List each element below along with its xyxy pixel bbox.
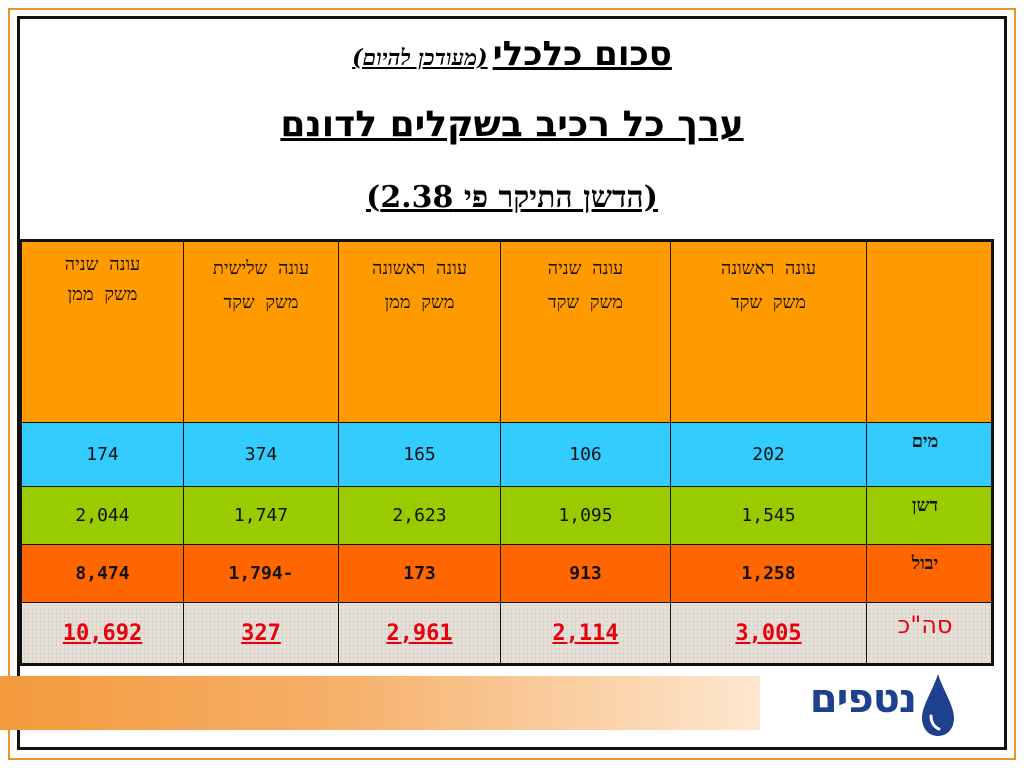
row-label: מים <box>866 422 993 487</box>
outer-frame <box>8 8 1016 760</box>
table-cell: 165 <box>338 422 501 487</box>
subtitle-value-per-dunam: ערך כל רכיב בשקלים לדונם <box>280 104 744 145</box>
table-cell: 174 <box>20 422 184 487</box>
subtitle-fertilizer-note: (הדשן התיקר פי 2.38) <box>366 180 658 215</box>
table-cell: 327 <box>183 602 339 665</box>
header-season: עונה ראשונה <box>371 258 468 279</box>
header-col: עונה שניה משק ממן <box>20 240 184 423</box>
inner-frame <box>17 16 1007 750</box>
table-cell: 173 <box>338 544 501 603</box>
title-main: סכום כלכלי <box>492 34 672 74</box>
header-col: עונה ראשונה משק ממן <box>338 240 501 423</box>
header-season: עונה שלישית <box>212 258 310 279</box>
header-season: עונה ראשונה <box>720 258 817 279</box>
table-cell: 1,258 <box>670 544 867 603</box>
header-farm: משק שקד <box>548 292 623 313</box>
economic-summary-table: עונה ראשונה משק שקד עונה שניה משק שקד עונה… <box>19 239 994 666</box>
header-season: עונה שניה <box>64 254 141 275</box>
table-cell: -1,794 <box>183 544 339 603</box>
water-drop-icon <box>922 674 954 736</box>
table-header-row: עונה ראשונה משק שקד עונה שניה משק שקד עונה… <box>20 240 993 423</box>
header-col: עונה שלישית משק שקד <box>183 240 339 423</box>
table-cell: 913 <box>500 544 671 603</box>
row-label: סה"כ <box>866 602 993 665</box>
header-farm: משק ממן <box>67 284 138 305</box>
table-cell: 2,114 <box>500 602 671 665</box>
table-cell: 202 <box>670 422 867 487</box>
table-cell: 1,095 <box>500 486 671 545</box>
table-row-fertilizer: דשן 1,545 1,095 2,623 1,747 2,044 <box>20 486 993 545</box>
header-farm: משק ממן <box>384 292 455 313</box>
header-corner <box>866 240 993 423</box>
table-row-yield: יבול 1,258 913 173 -1,794 8,474 <box>20 544 993 603</box>
header-season: עונה שניה <box>547 258 624 279</box>
header-farm: משק שקד <box>223 292 299 313</box>
table-cell: 2,044 <box>20 486 184 545</box>
netafim-logo: נטפים <box>770 670 960 740</box>
title-updated-note: (מעודכן להיום) <box>352 45 488 71</box>
header-col: עונה שניה משק שקד <box>500 240 671 423</box>
table-cell: 2,961 <box>338 602 501 665</box>
table-cell: 8,474 <box>20 544 184 603</box>
table-cell: 10,692 <box>20 602 184 665</box>
row-label: יבול <box>866 544 993 603</box>
table-cell: 1,747 <box>183 486 339 545</box>
table-cell: 106 <box>500 422 671 487</box>
row-label: דשן <box>866 486 993 545</box>
header-col: עונה ראשונה משק שקד <box>670 240 867 423</box>
page-title: סכום כלכלי (מעודכן להיום) <box>0 34 1024 74</box>
table-row-water: מים 202 106 165 374 174 <box>20 422 993 487</box>
header-farm: משק שקד <box>731 292 806 313</box>
table-cell: 3,005 <box>670 602 867 665</box>
table-cell: 1,545 <box>670 486 867 545</box>
table-cell: 2,623 <box>338 486 501 545</box>
table-row-total: סה"כ 3,005 2,114 2,961 327 10,692 <box>20 602 993 665</box>
logo-text: נטפים <box>809 676 917 722</box>
bottom-orange-band <box>0 676 760 730</box>
table-cell: 374 <box>183 422 339 487</box>
